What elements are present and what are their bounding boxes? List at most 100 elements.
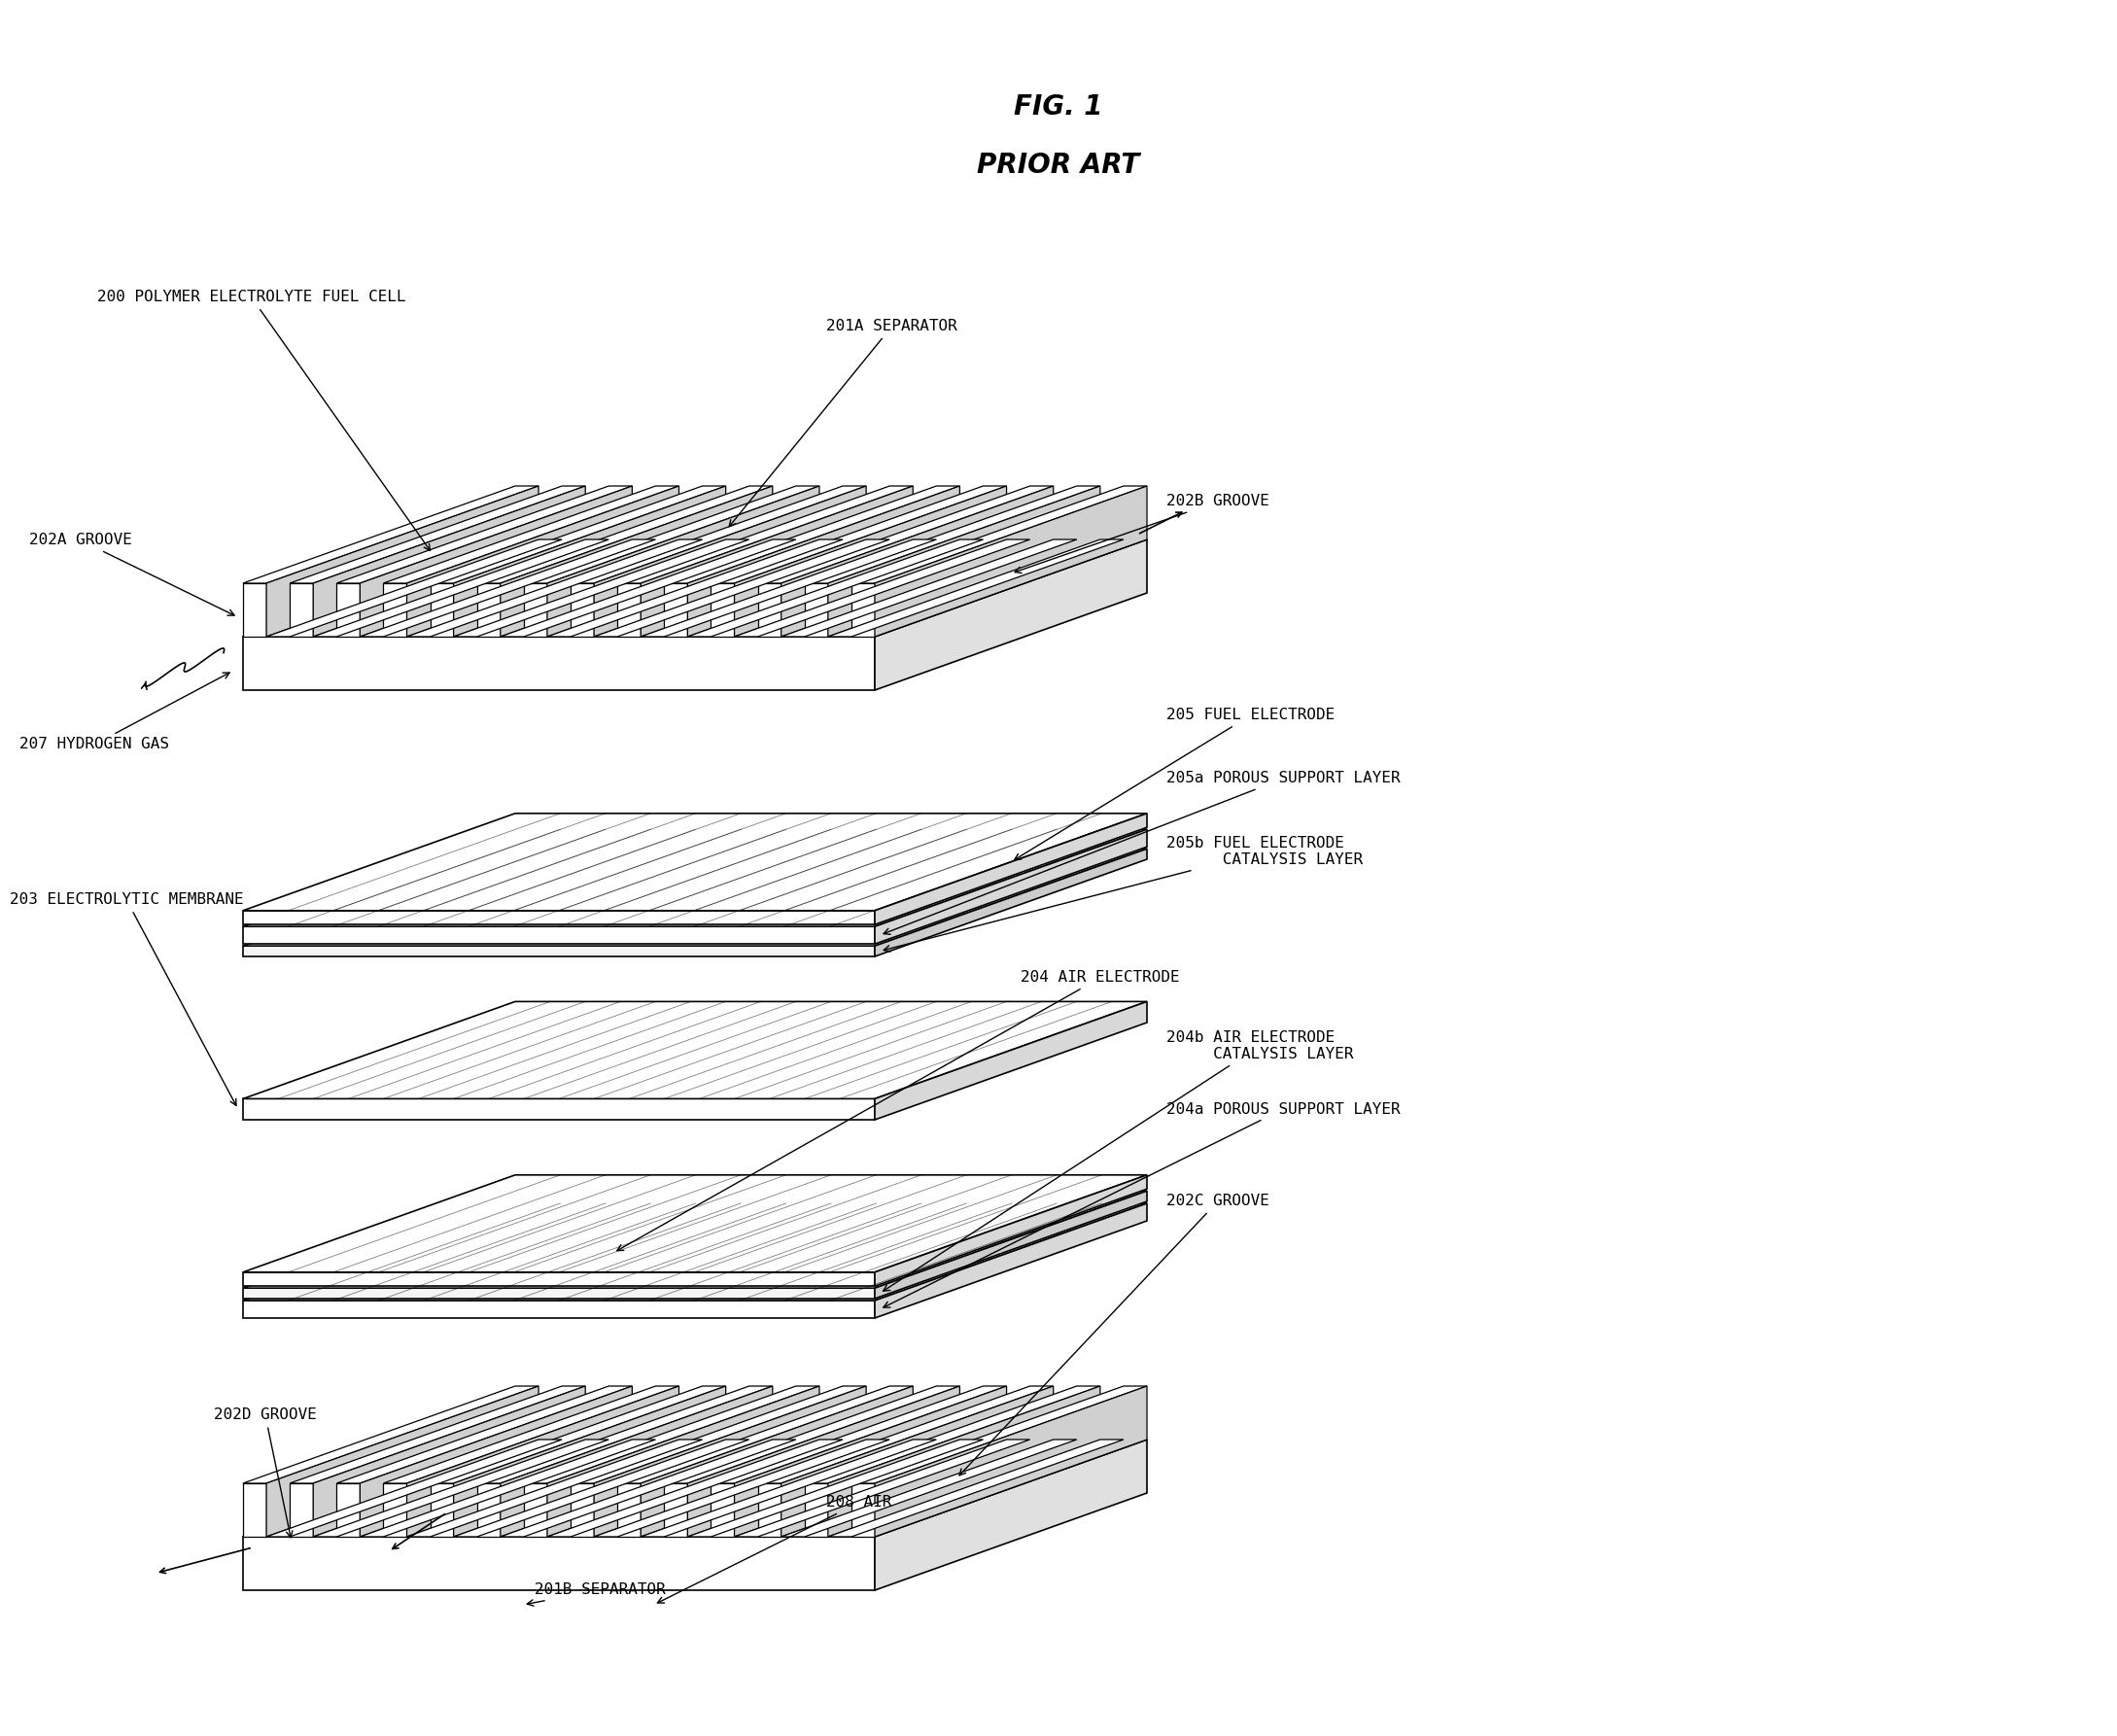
Text: 208 AIR: 208 AIR: [658, 1495, 891, 1602]
Polygon shape: [243, 486, 538, 583]
Polygon shape: [313, 1439, 610, 1536]
Polygon shape: [874, 1439, 1147, 1590]
Polygon shape: [476, 1483, 500, 1536]
Polygon shape: [546, 1439, 843, 1536]
Polygon shape: [828, 486, 1101, 637]
Polygon shape: [337, 486, 633, 583]
Polygon shape: [828, 1385, 1101, 1536]
Polygon shape: [243, 1536, 874, 1590]
Polygon shape: [641, 1439, 936, 1536]
Polygon shape: [595, 540, 889, 637]
Polygon shape: [476, 486, 773, 583]
Polygon shape: [874, 540, 1147, 691]
Polygon shape: [500, 486, 773, 637]
Polygon shape: [851, 583, 874, 637]
Polygon shape: [313, 486, 586, 637]
Text: PRIOR ART: PRIOR ART: [978, 151, 1139, 179]
Polygon shape: [595, 1439, 889, 1536]
Polygon shape: [243, 1002, 1147, 1099]
Text: 207 HYDROGEN GAS: 207 HYDROGEN GAS: [19, 672, 229, 752]
Polygon shape: [874, 849, 1147, 957]
Polygon shape: [383, 583, 406, 637]
Polygon shape: [453, 1385, 726, 1536]
Polygon shape: [688, 540, 982, 637]
Polygon shape: [874, 830, 1147, 944]
Polygon shape: [267, 1439, 561, 1536]
Text: 204b AIR ELECTRODE
     CATALYSIS LAYER: 204b AIR ELECTRODE CATALYSIS LAYER: [883, 1029, 1353, 1292]
Polygon shape: [500, 1439, 796, 1536]
Polygon shape: [430, 583, 453, 637]
Polygon shape: [243, 1203, 1147, 1300]
Polygon shape: [430, 486, 726, 583]
Polygon shape: [641, 1385, 912, 1536]
Polygon shape: [243, 1288, 874, 1299]
Polygon shape: [337, 583, 360, 637]
Polygon shape: [851, 1483, 874, 1536]
Polygon shape: [572, 583, 595, 637]
Polygon shape: [337, 1385, 633, 1483]
Polygon shape: [453, 486, 726, 637]
Polygon shape: [874, 1002, 1147, 1120]
Text: FIG. 1: FIG. 1: [1014, 94, 1103, 120]
Polygon shape: [313, 1385, 586, 1536]
Polygon shape: [243, 830, 1147, 927]
Polygon shape: [665, 1385, 959, 1483]
Polygon shape: [665, 1483, 688, 1536]
Polygon shape: [758, 583, 781, 637]
Polygon shape: [243, 814, 1147, 911]
Polygon shape: [267, 1385, 538, 1536]
Polygon shape: [804, 1385, 1101, 1483]
Polygon shape: [243, 583, 267, 637]
Polygon shape: [290, 583, 313, 637]
Polygon shape: [874, 1175, 1147, 1286]
Polygon shape: [406, 486, 680, 637]
Polygon shape: [243, 1300, 874, 1318]
Polygon shape: [243, 946, 874, 957]
Polygon shape: [711, 486, 1006, 583]
Polygon shape: [243, 849, 1147, 946]
Polygon shape: [523, 1483, 546, 1536]
Text: 205 FUEL ELECTRODE: 205 FUEL ELECTRODE: [1014, 708, 1336, 859]
Polygon shape: [665, 486, 959, 583]
Polygon shape: [243, 1483, 267, 1536]
Polygon shape: [874, 1203, 1147, 1318]
Polygon shape: [735, 486, 1006, 637]
Polygon shape: [874, 486, 1147, 637]
Polygon shape: [572, 486, 866, 583]
Polygon shape: [781, 1385, 1054, 1536]
Polygon shape: [618, 1385, 912, 1483]
Text: 202A GROOVE: 202A GROOVE: [30, 533, 235, 616]
Polygon shape: [735, 540, 1031, 637]
Polygon shape: [711, 1385, 1006, 1483]
Polygon shape: [360, 1439, 656, 1536]
Polygon shape: [572, 1385, 866, 1483]
Polygon shape: [828, 540, 1124, 637]
Polygon shape: [383, 1385, 680, 1483]
Polygon shape: [641, 540, 936, 637]
Polygon shape: [804, 1483, 828, 1536]
Polygon shape: [641, 486, 912, 637]
Polygon shape: [874, 814, 1147, 925]
Polygon shape: [267, 486, 538, 637]
Polygon shape: [546, 540, 843, 637]
Text: 201A SEPARATOR: 201A SEPARATOR: [728, 319, 957, 526]
Polygon shape: [383, 1483, 406, 1536]
Polygon shape: [406, 540, 703, 637]
Text: 202D GROOVE: 202D GROOVE: [214, 1408, 318, 1538]
Polygon shape: [243, 540, 1147, 637]
Polygon shape: [290, 486, 586, 583]
Polygon shape: [688, 486, 959, 637]
Polygon shape: [430, 1385, 726, 1483]
Polygon shape: [572, 1483, 595, 1536]
Polygon shape: [781, 540, 1078, 637]
Polygon shape: [828, 1439, 1124, 1536]
Polygon shape: [735, 1439, 1031, 1536]
Polygon shape: [618, 583, 641, 637]
Polygon shape: [500, 540, 796, 637]
Polygon shape: [360, 486, 633, 637]
Polygon shape: [546, 486, 819, 637]
Polygon shape: [688, 1385, 959, 1536]
Polygon shape: [595, 1385, 866, 1536]
Polygon shape: [618, 1483, 641, 1536]
Polygon shape: [804, 583, 828, 637]
